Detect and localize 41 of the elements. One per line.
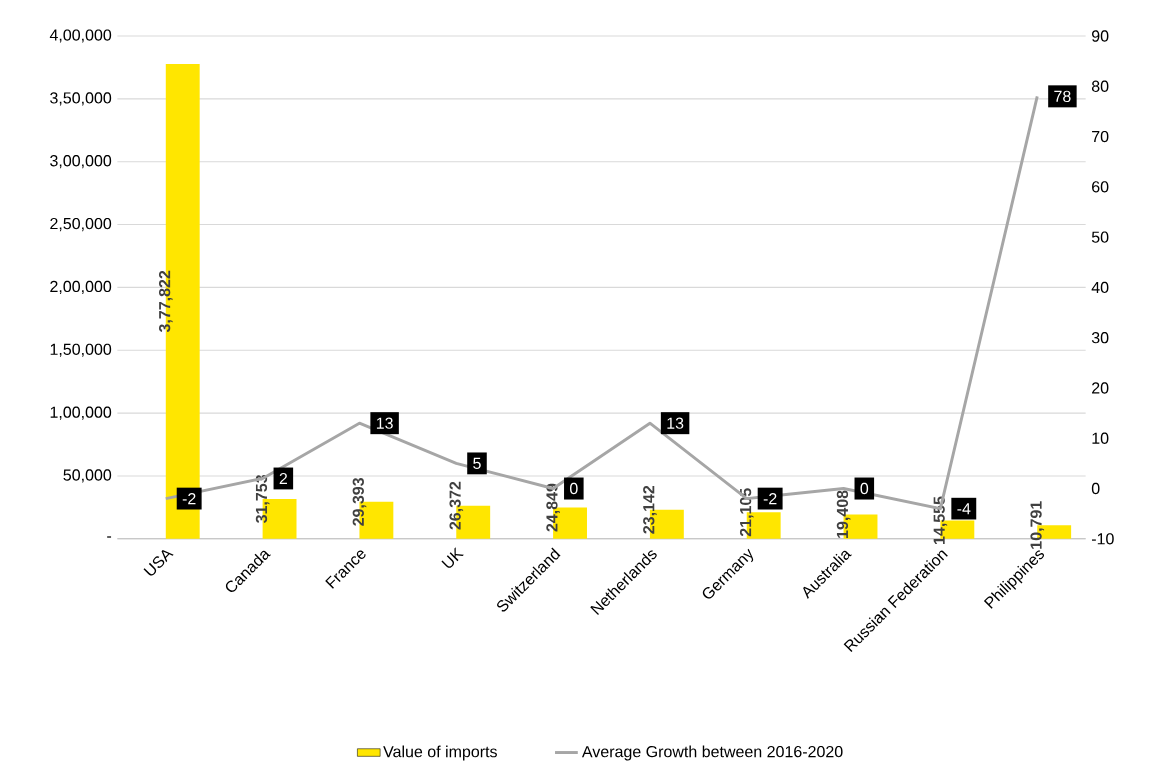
y-tick-label: 3,50,000 (50, 92, 112, 106)
y2-tick-label: 70 (1092, 131, 1109, 143)
y2-tick-label: 90 (1092, 30, 1109, 42)
y-tick-label: 2,00,000 (50, 281, 112, 295)
data-label: 13 (376, 417, 393, 430)
data-label: 26,372 (449, 482, 464, 530)
legend-label: Average Growth between 2016-2020 (581, 745, 843, 761)
data-label: 19,408 (836, 490, 851, 539)
data-label: 0 (570, 483, 578, 495)
data-label: 13 (667, 417, 684, 430)
data-label: 23,142 (643, 486, 657, 534)
y-tick-label: 2,50,000 (50, 218, 112, 232)
y-tick-label: 4,00,000 (49, 29, 112, 43)
y2-tick-label: 80 (1091, 80, 1109, 93)
y2-tick-label: 60 (1092, 181, 1109, 193)
data-label: 0 (860, 483, 869, 495)
data-label: -2 (763, 493, 777, 505)
data-label: 24,849 (546, 483, 560, 532)
data-label: 29,393 (352, 478, 367, 526)
y2-tick-label: -10 (1091, 533, 1114, 545)
data-label: 10,791 (1030, 501, 1045, 549)
x-tick-label: UK (441, 547, 464, 569)
y-tick-label: - (107, 536, 112, 538)
x-tick-label: USA (143, 550, 174, 576)
data-label: -2 (182, 493, 196, 505)
data-label: 78 (1054, 90, 1071, 103)
legend-label: Value of imports (383, 745, 497, 761)
y2-tick-label: 40 (1091, 281, 1109, 294)
data-label: -4 (957, 503, 971, 515)
y2-tick-label: 30 (1091, 332, 1109, 344)
data-label: 5 (473, 458, 481, 470)
y-tick-label: 1,00,000 (50, 406, 112, 420)
y2-tick-label: 20 (1092, 382, 1109, 394)
y2-tick-label: 0 (1091, 483, 1100, 495)
y2-tick-label: 50 (1091, 231, 1109, 243)
y2-tick-label: 10 (1092, 432, 1109, 445)
data-label: 2 (279, 473, 287, 485)
y-tick-label: 50,000 (63, 469, 112, 483)
y-tick-label: 3,00,000 (50, 155, 112, 169)
data-label: 3,77,822 (158, 271, 173, 333)
y-tick-label: 1,50,000 (50, 343, 112, 358)
